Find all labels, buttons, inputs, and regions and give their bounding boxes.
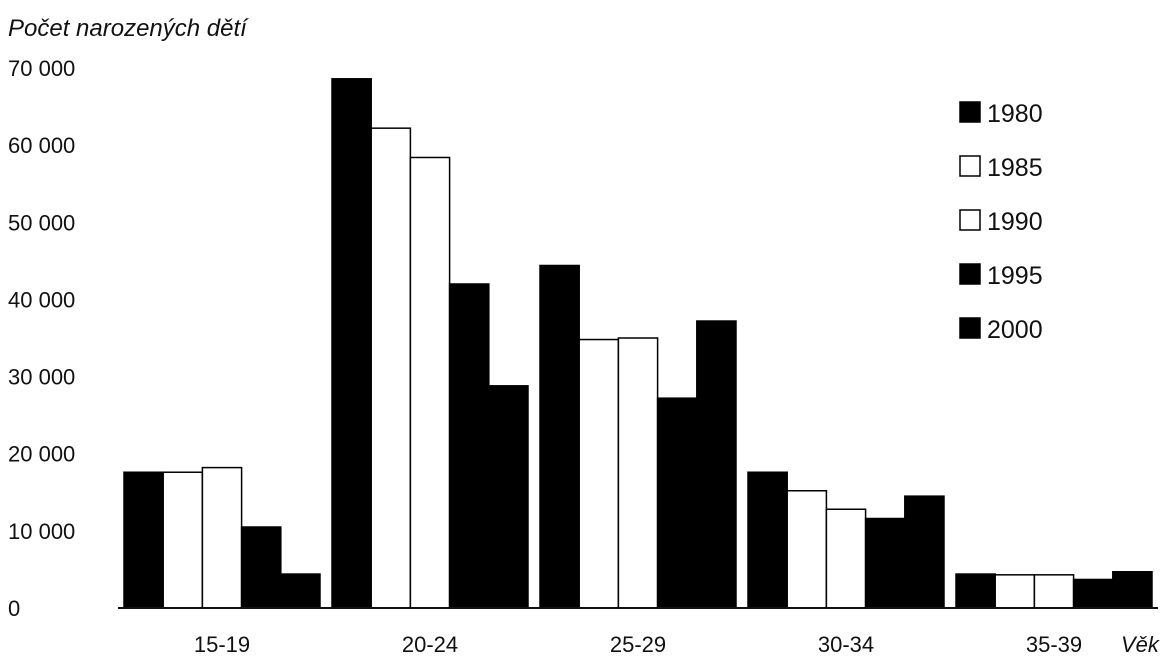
bar-1985-30-34	[786, 489, 828, 609]
x-axis-ticks: 15-19 20-24 25-29 30-34 35-39	[194, 632, 1082, 657]
bar-1980-35-39	[955, 573, 996, 609]
legend-label: 1985	[987, 154, 1043, 182]
bar-1990-35-39	[1033, 574, 1075, 609]
x-tick-label: 25-29	[610, 632, 666, 657]
bar-2000-30-34	[904, 495, 945, 609]
bar-1995-15-19	[240, 526, 282, 609]
bars	[123, 78, 1153, 609]
legend-swatch-2000	[959, 317, 981, 339]
bar-1990-25-29	[617, 337, 659, 609]
legend-label: 1980	[987, 100, 1043, 128]
x-tick-label: 20-24	[402, 632, 458, 657]
bar-1980-15-19	[123, 471, 164, 609]
legend-swatch-1990	[959, 209, 981, 231]
bar-2000-15-19	[280, 573, 321, 609]
x-tick-label: 15-19	[194, 632, 250, 657]
legend: 1980 1985 1990 1995 2000	[959, 100, 1043, 344]
y-tick-label: 60 000	[8, 133, 75, 158]
bar-1995-30-34	[864, 517, 906, 609]
legend-label: 2000	[987, 316, 1043, 344]
bar-1985-25-29	[578, 338, 620, 609]
legend-swatch-1980	[959, 101, 981, 123]
bar-1985-20-24	[370, 127, 412, 609]
bar-1980-25-29	[539, 264, 580, 609]
bar-1985-15-19	[162, 471, 204, 609]
bar-1995-25-29	[656, 397, 698, 609]
y-axis-title: Počet narozených dětí	[8, 15, 249, 42]
bar-1990-15-19	[201, 466, 243, 609]
y-tick-label: 40 000	[8, 287, 75, 312]
bar-1980-30-34	[747, 471, 788, 609]
bar-1995-20-24	[448, 283, 490, 609]
legend-label: 1990	[987, 208, 1043, 236]
bar-1985-35-39	[994, 574, 1036, 609]
legend-label: 1995	[987, 262, 1043, 290]
x-tick-label: 30-34	[818, 632, 874, 657]
bar-1980-20-24	[331, 78, 372, 609]
bar-1990-20-24	[409, 156, 451, 609]
y-tick-label: 70 000	[8, 56, 75, 81]
y-tick-label: 0	[8, 596, 20, 621]
y-tick-label: 20 000	[8, 442, 75, 467]
y-tick-label: 30 000	[8, 365, 75, 390]
bar-1990-30-34	[825, 508, 867, 609]
bar-2000-35-39	[1112, 570, 1153, 609]
y-tick-label: 10 000	[8, 519, 75, 544]
x-axis-title: Věk	[1121, 632, 1160, 657]
bar-1995-35-39	[1072, 578, 1114, 609]
y-axis-ticks: 0 10 000 20 000 30 000 40 000 50 000 60 000 70 …	[8, 56, 75, 621]
legend-swatch-1985	[959, 155, 981, 177]
bar-2000-25-29	[696, 320, 737, 609]
y-tick-label: 50 000	[8, 210, 75, 235]
legend-swatch-1995	[959, 263, 981, 285]
bar-2000-20-24	[488, 385, 529, 609]
x-tick-label: 35-39	[1026, 632, 1082, 657]
